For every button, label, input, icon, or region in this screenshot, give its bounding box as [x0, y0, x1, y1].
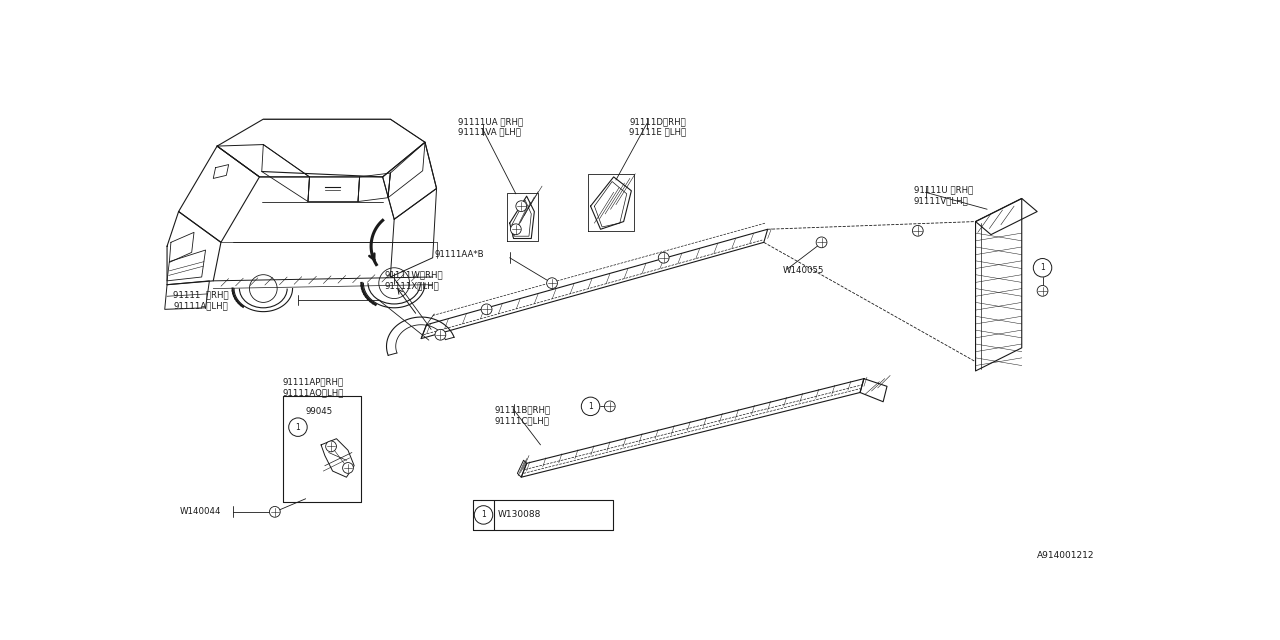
Text: 91111D〈RH〉: 91111D〈RH〉	[628, 117, 686, 126]
Text: 1: 1	[481, 511, 486, 520]
Text: 91111B〈RH〉: 91111B〈RH〉	[494, 406, 550, 415]
Circle shape	[325, 441, 337, 452]
Text: 91111  〈RH〉: 91111 〈RH〉	[173, 290, 229, 300]
Circle shape	[481, 304, 492, 315]
Text: 99045: 99045	[306, 407, 333, 416]
Text: 91111E 〈LH〉: 91111E 〈LH〉	[628, 128, 686, 137]
Circle shape	[475, 506, 493, 524]
Circle shape	[289, 418, 307, 436]
Circle shape	[343, 463, 353, 474]
Text: W130088: W130088	[498, 509, 541, 518]
Circle shape	[817, 237, 827, 248]
Text: 1: 1	[1041, 263, 1044, 272]
Circle shape	[604, 401, 616, 412]
Text: A914001212: A914001212	[1037, 551, 1094, 560]
Text: 91111W〈RH〉: 91111W〈RH〉	[385, 270, 444, 279]
Text: 91111C〈LH〉: 91111C〈LH〉	[494, 417, 549, 426]
Text: 91111AQ〈LH〉: 91111AQ〈LH〉	[283, 388, 344, 397]
Text: 91111U 〈RH〉: 91111U 〈RH〉	[914, 186, 973, 195]
Circle shape	[511, 224, 521, 235]
Text: W140055: W140055	[783, 266, 824, 275]
Circle shape	[270, 506, 280, 517]
Text: 91111AP〈RH〉: 91111AP〈RH〉	[283, 377, 343, 386]
Text: W140044: W140044	[180, 508, 221, 516]
Text: 91111VA 〈LH〉: 91111VA 〈LH〉	[458, 128, 521, 137]
Text: 91111UA 〈RH〉: 91111UA 〈RH〉	[458, 117, 524, 126]
Text: 91111A〈LH〉: 91111A〈LH〉	[173, 301, 228, 310]
Text: 91111X〈LH〉: 91111X〈LH〉	[385, 281, 440, 290]
Text: 91111AA*B: 91111AA*B	[434, 250, 484, 259]
Circle shape	[435, 330, 445, 340]
Circle shape	[1033, 259, 1052, 277]
Text: 91111V〈LH〉: 91111V〈LH〉	[914, 196, 969, 205]
Circle shape	[658, 252, 669, 263]
Text: 1: 1	[589, 402, 593, 411]
Circle shape	[1037, 285, 1048, 296]
Circle shape	[913, 225, 923, 236]
Circle shape	[516, 201, 526, 212]
Circle shape	[581, 397, 600, 415]
Text: 1: 1	[296, 422, 301, 431]
Circle shape	[547, 278, 558, 289]
